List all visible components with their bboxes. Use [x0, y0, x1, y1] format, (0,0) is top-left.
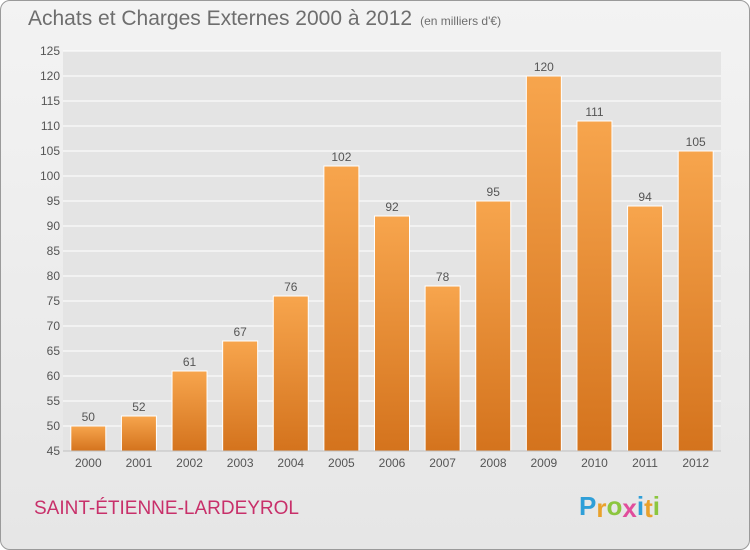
bar	[70, 425, 107, 452]
y-tick-label: 120	[40, 69, 60, 83]
x-tick-label: 2001	[126, 456, 153, 470]
data-label: 105	[686, 135, 706, 149]
data-label: 67	[233, 325, 247, 339]
y-tick-label: 90	[47, 219, 61, 233]
bar	[272, 295, 309, 452]
logo-letter: t	[644, 493, 653, 523]
y-tick-label: 80	[47, 269, 61, 283]
y-tick-label: 125	[40, 44, 60, 58]
x-tick-label: 2008	[480, 456, 507, 470]
bar	[627, 205, 664, 452]
x-tick-label: 2004	[277, 456, 304, 470]
y-tick-label: 115	[41, 94, 60, 108]
data-label: 92	[385, 200, 399, 214]
logo-letter: x	[622, 493, 637, 523]
y-tick-label: 95	[47, 194, 61, 208]
x-tick-label: 2006	[379, 456, 406, 470]
y-tick-label: 55	[47, 394, 61, 408]
x-tick-label: 2005	[328, 456, 355, 470]
data-label: 95	[487, 185, 501, 199]
y-tick-label: 45	[47, 444, 61, 458]
bar	[424, 285, 461, 452]
bar	[525, 75, 562, 452]
x-tick-label: 2009	[530, 456, 557, 470]
data-label: 120	[534, 60, 554, 74]
x-tick-label: 2012	[682, 456, 709, 470]
data-label: 76	[284, 280, 298, 294]
chart-subtitle: (en milliers d'€)	[420, 14, 502, 28]
bar	[475, 200, 512, 452]
y-tick-label: 105	[40, 144, 60, 158]
bar	[374, 215, 410, 452]
y-tick-label: 60	[47, 369, 61, 383]
x-tick-label: 2010	[581, 456, 608, 470]
bar	[171, 370, 208, 452]
x-tick-label: 2003	[227, 456, 254, 470]
chart-title-text: Achats et Charges Externes 2000 à 2012	[28, 7, 413, 30]
data-label: 94	[638, 190, 652, 204]
logo-letter: P	[579, 491, 597, 521]
y-tick-label: 100	[40, 169, 60, 183]
data-label: 52	[132, 400, 146, 414]
logo-letter: i	[636, 491, 645, 521]
x-tick-label: 2007	[429, 456, 456, 470]
bar	[120, 415, 157, 452]
logo-letter: o	[606, 491, 623, 521]
y-tick-label: 110	[41, 119, 60, 133]
y-tick-label: 50	[47, 419, 61, 433]
bar-chart: 45 50 55 60 65 70 75 80 85 90 95 100 105 110 115 120 125…	[40, 44, 721, 470]
commune-name: SAINT-ÉTIENNE-LARDEYROL	[34, 498, 299, 519]
chart-title: Achats et Charges Externes 2000 à 2012 (e…	[28, 7, 501, 31]
x-tick-label: 2000	[75, 456, 102, 470]
data-label: 61	[183, 355, 197, 369]
y-tick-label: 70	[47, 319, 61, 333]
y-tick-label: 65	[47, 344, 61, 358]
proxiti-logo: Proxiti	[579, 491, 660, 523]
x-tick-label: 2011	[632, 456, 658, 470]
logo-letter: i	[652, 491, 660, 521]
data-label: 78	[436, 270, 450, 284]
bar	[576, 120, 613, 452]
bar	[323, 165, 360, 452]
data-label: 102	[331, 150, 351, 164]
x-tick-label: 2002	[176, 456, 203, 470]
y-tick-label: 75	[47, 294, 61, 308]
bar	[222, 340, 259, 452]
logo-letter: r	[596, 493, 607, 523]
bar	[677, 150, 714, 452]
y-tick-label: 85	[47, 244, 61, 258]
data-label: 111	[585, 105, 604, 119]
data-label: 50	[82, 410, 96, 424]
